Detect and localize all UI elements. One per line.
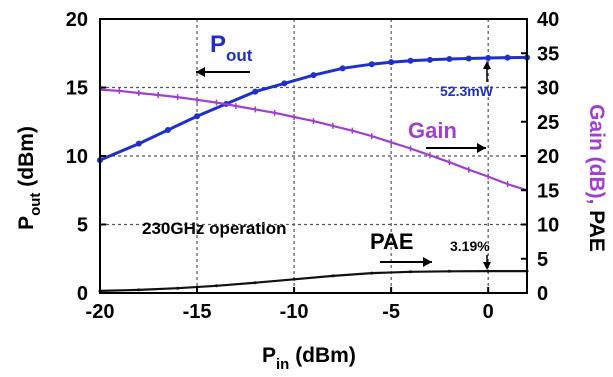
data-point-pae: [370, 271, 374, 275]
y-tick-label: 5: [77, 215, 88, 237]
data-point-pout: [252, 88, 259, 95]
data-point-pout: [504, 54, 511, 61]
data-point-pout: [485, 55, 492, 62]
grid-lines: [100, 19, 527, 293]
x-axis-label: Pin (dBm): [262, 344, 356, 373]
peak-power-pointer-head: [483, 61, 491, 69]
series-line-gain: [99, 88, 528, 192]
y2-tick-label: 10: [537, 215, 559, 237]
series-layer: [97, 54, 530, 293]
x-tick-label: 0: [483, 301, 494, 323]
y-tick-label: 20: [66, 9, 88, 31]
gain-label: Gain: [408, 118, 457, 143]
data-point-pout: [194, 113, 201, 120]
series-line-pout: [99, 56, 528, 162]
data-point-pout: [310, 72, 317, 79]
y2-tick-label: 20: [537, 146, 559, 168]
data-point-pae: [253, 281, 257, 285]
data-point-pout: [388, 59, 395, 66]
data-point-pae: [447, 269, 451, 273]
data-point-pout: [281, 80, 288, 87]
y2-tick-label: 5: [537, 249, 548, 271]
ticks: -20 -15 -10 -5 0 0 5 10 15 20 0 5 10 15 20 25 30 35 40: [66, 9, 560, 323]
pout-arrow-head: [196, 67, 205, 77]
operation-label: 230GHz operation: [142, 219, 287, 238]
y2-tick-label: 25: [537, 112, 559, 134]
data-point-pae: [214, 284, 218, 288]
data-point-pae: [409, 270, 413, 274]
gain-arrow-head: [477, 143, 486, 153]
data-point-pout: [339, 65, 346, 72]
peak-pae-label: 3.19%: [450, 238, 490, 254]
data-point-pae: [292, 277, 296, 281]
data-point-pout: [135, 140, 142, 147]
y-tick-label: 10: [66, 146, 88, 168]
data-point-pout: [465, 55, 472, 62]
y-tick-label: 15: [66, 78, 88, 100]
x-tick-label: -10: [280, 301, 309, 323]
data-point-pout: [426, 56, 433, 63]
peak-pae-pointer-head: [483, 262, 491, 270]
data-point-pae: [176, 286, 180, 290]
y2-tick-label: 0: [537, 283, 548, 305]
x-tick-label: -15: [183, 301, 212, 323]
data-point-pout: [446, 56, 453, 63]
pae-arrow-head: [423, 257, 432, 267]
data-point-pout: [164, 126, 171, 133]
series-line-pae: [99, 270, 527, 292]
peak-power-label: 52.3mW: [440, 83, 494, 99]
y2-tick-label: 15: [537, 180, 559, 202]
y2-tick-label: 30: [537, 78, 559, 100]
data-point-pae: [331, 274, 335, 278]
annotation-layer: Pout Gain PAE 52.3mW 3.19% 230GHz operation: [142, 31, 494, 270]
y-axis-label: Pout (dBm): [15, 126, 44, 230]
data-point-pout: [407, 57, 414, 64]
data-point-pae: [486, 269, 490, 273]
data-point-pae: [137, 288, 141, 292]
y2-tick-label: 40: [537, 9, 559, 31]
x-tick-label: -5: [382, 301, 400, 323]
data-point-pout: [368, 61, 375, 68]
y2-axis-label: Gain (dB), PAE: [585, 104, 608, 252]
y2-tick-label: 35: [537, 43, 559, 65]
pout-label: Pout: [210, 31, 253, 65]
x-tick-label: -20: [86, 301, 115, 323]
pae-label: PAE: [370, 229, 414, 254]
y-tick-label: 0: [77, 283, 88, 305]
